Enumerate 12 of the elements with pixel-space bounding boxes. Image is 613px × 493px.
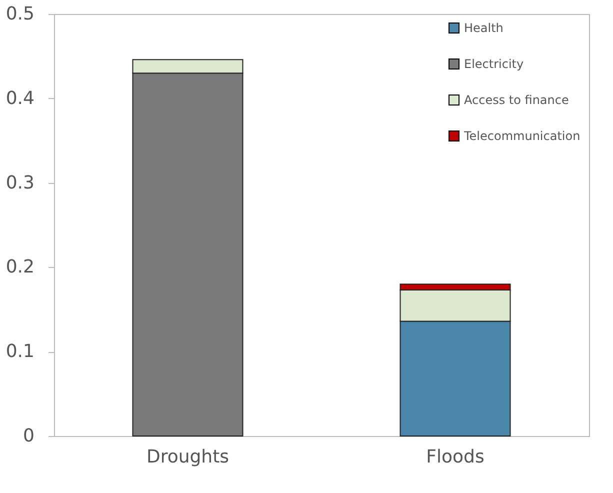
y-tick-label: 0.4 [6, 88, 34, 109]
legend-label: Access to finance [464, 93, 569, 107]
x-tick-label: Floods [426, 446, 484, 468]
y-tick-label: 0.2 [6, 256, 34, 278]
y-tick-label: 0 [23, 426, 34, 446]
x-tick-label: Droughts [146, 446, 230, 468]
legend-label: Telecommunication [463, 129, 580, 143]
y-tick-label: 0.1 [6, 341, 34, 362]
y-tick-label: 0.3 [6, 172, 34, 194]
legend-label: Electricity [464, 57, 524, 71]
legend-label: Health [464, 21, 504, 35]
y-tick-label: 0.5 [6, 4, 34, 24]
